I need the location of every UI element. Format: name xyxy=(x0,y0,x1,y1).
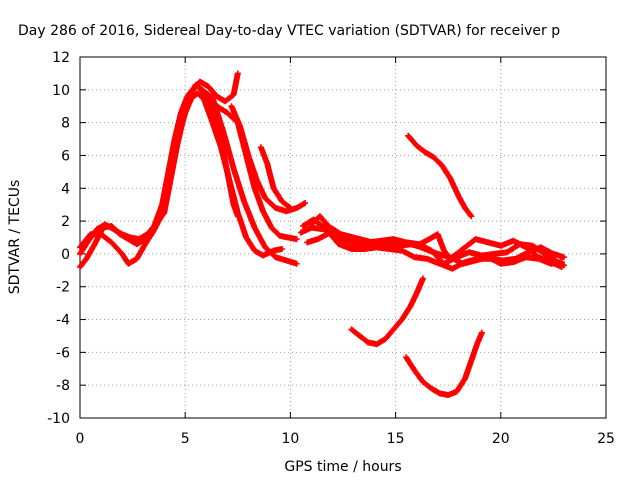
y-tick-label: 8 xyxy=(61,116,70,132)
y-tick-label: -4 xyxy=(56,313,70,329)
series-marks xyxy=(228,103,309,215)
y-tick-label: -10 xyxy=(47,411,70,427)
x-tick-label: 0 xyxy=(76,431,85,447)
y-tick-label: 4 xyxy=(61,181,70,197)
x-tick-label: 5 xyxy=(181,431,190,447)
y-tick-label: -8 xyxy=(56,378,70,394)
y-tick-label: 2 xyxy=(61,214,70,230)
series-marks xyxy=(257,144,294,211)
axis-ticks: 0 5 10 15 20 25 -10 -8 -6 -4 -2 0 2 4 6 8 10 12 xyxy=(47,50,615,447)
x-tick-label: 15 xyxy=(387,431,405,447)
y-tick-label: -6 xyxy=(56,345,70,361)
series-marks xyxy=(77,90,285,267)
series-marks xyxy=(348,275,426,348)
y-axis-label: SDTVAR / TECUs xyxy=(7,180,23,295)
y-tick-label: 10 xyxy=(52,83,70,99)
y-tick-label: 0 xyxy=(61,247,70,263)
x-axis-label: GPS time / hours xyxy=(284,459,401,475)
x-tick-label: 25 xyxy=(597,431,615,447)
series-marks xyxy=(405,132,475,220)
series-marks xyxy=(300,216,567,272)
series-marks xyxy=(403,329,485,398)
y-tick-label: 6 xyxy=(61,148,70,164)
plot-frame xyxy=(79,56,607,419)
y-tick-label: 12 xyxy=(52,50,70,66)
x-tick-label: 20 xyxy=(492,431,510,447)
x-tick-label: 10 xyxy=(281,431,299,447)
chart-title: Day 286 of 2016, Sidereal Day-to-day VTE… xyxy=(18,23,560,39)
data-marks xyxy=(77,70,567,398)
y-tick-label: -2 xyxy=(56,280,70,296)
